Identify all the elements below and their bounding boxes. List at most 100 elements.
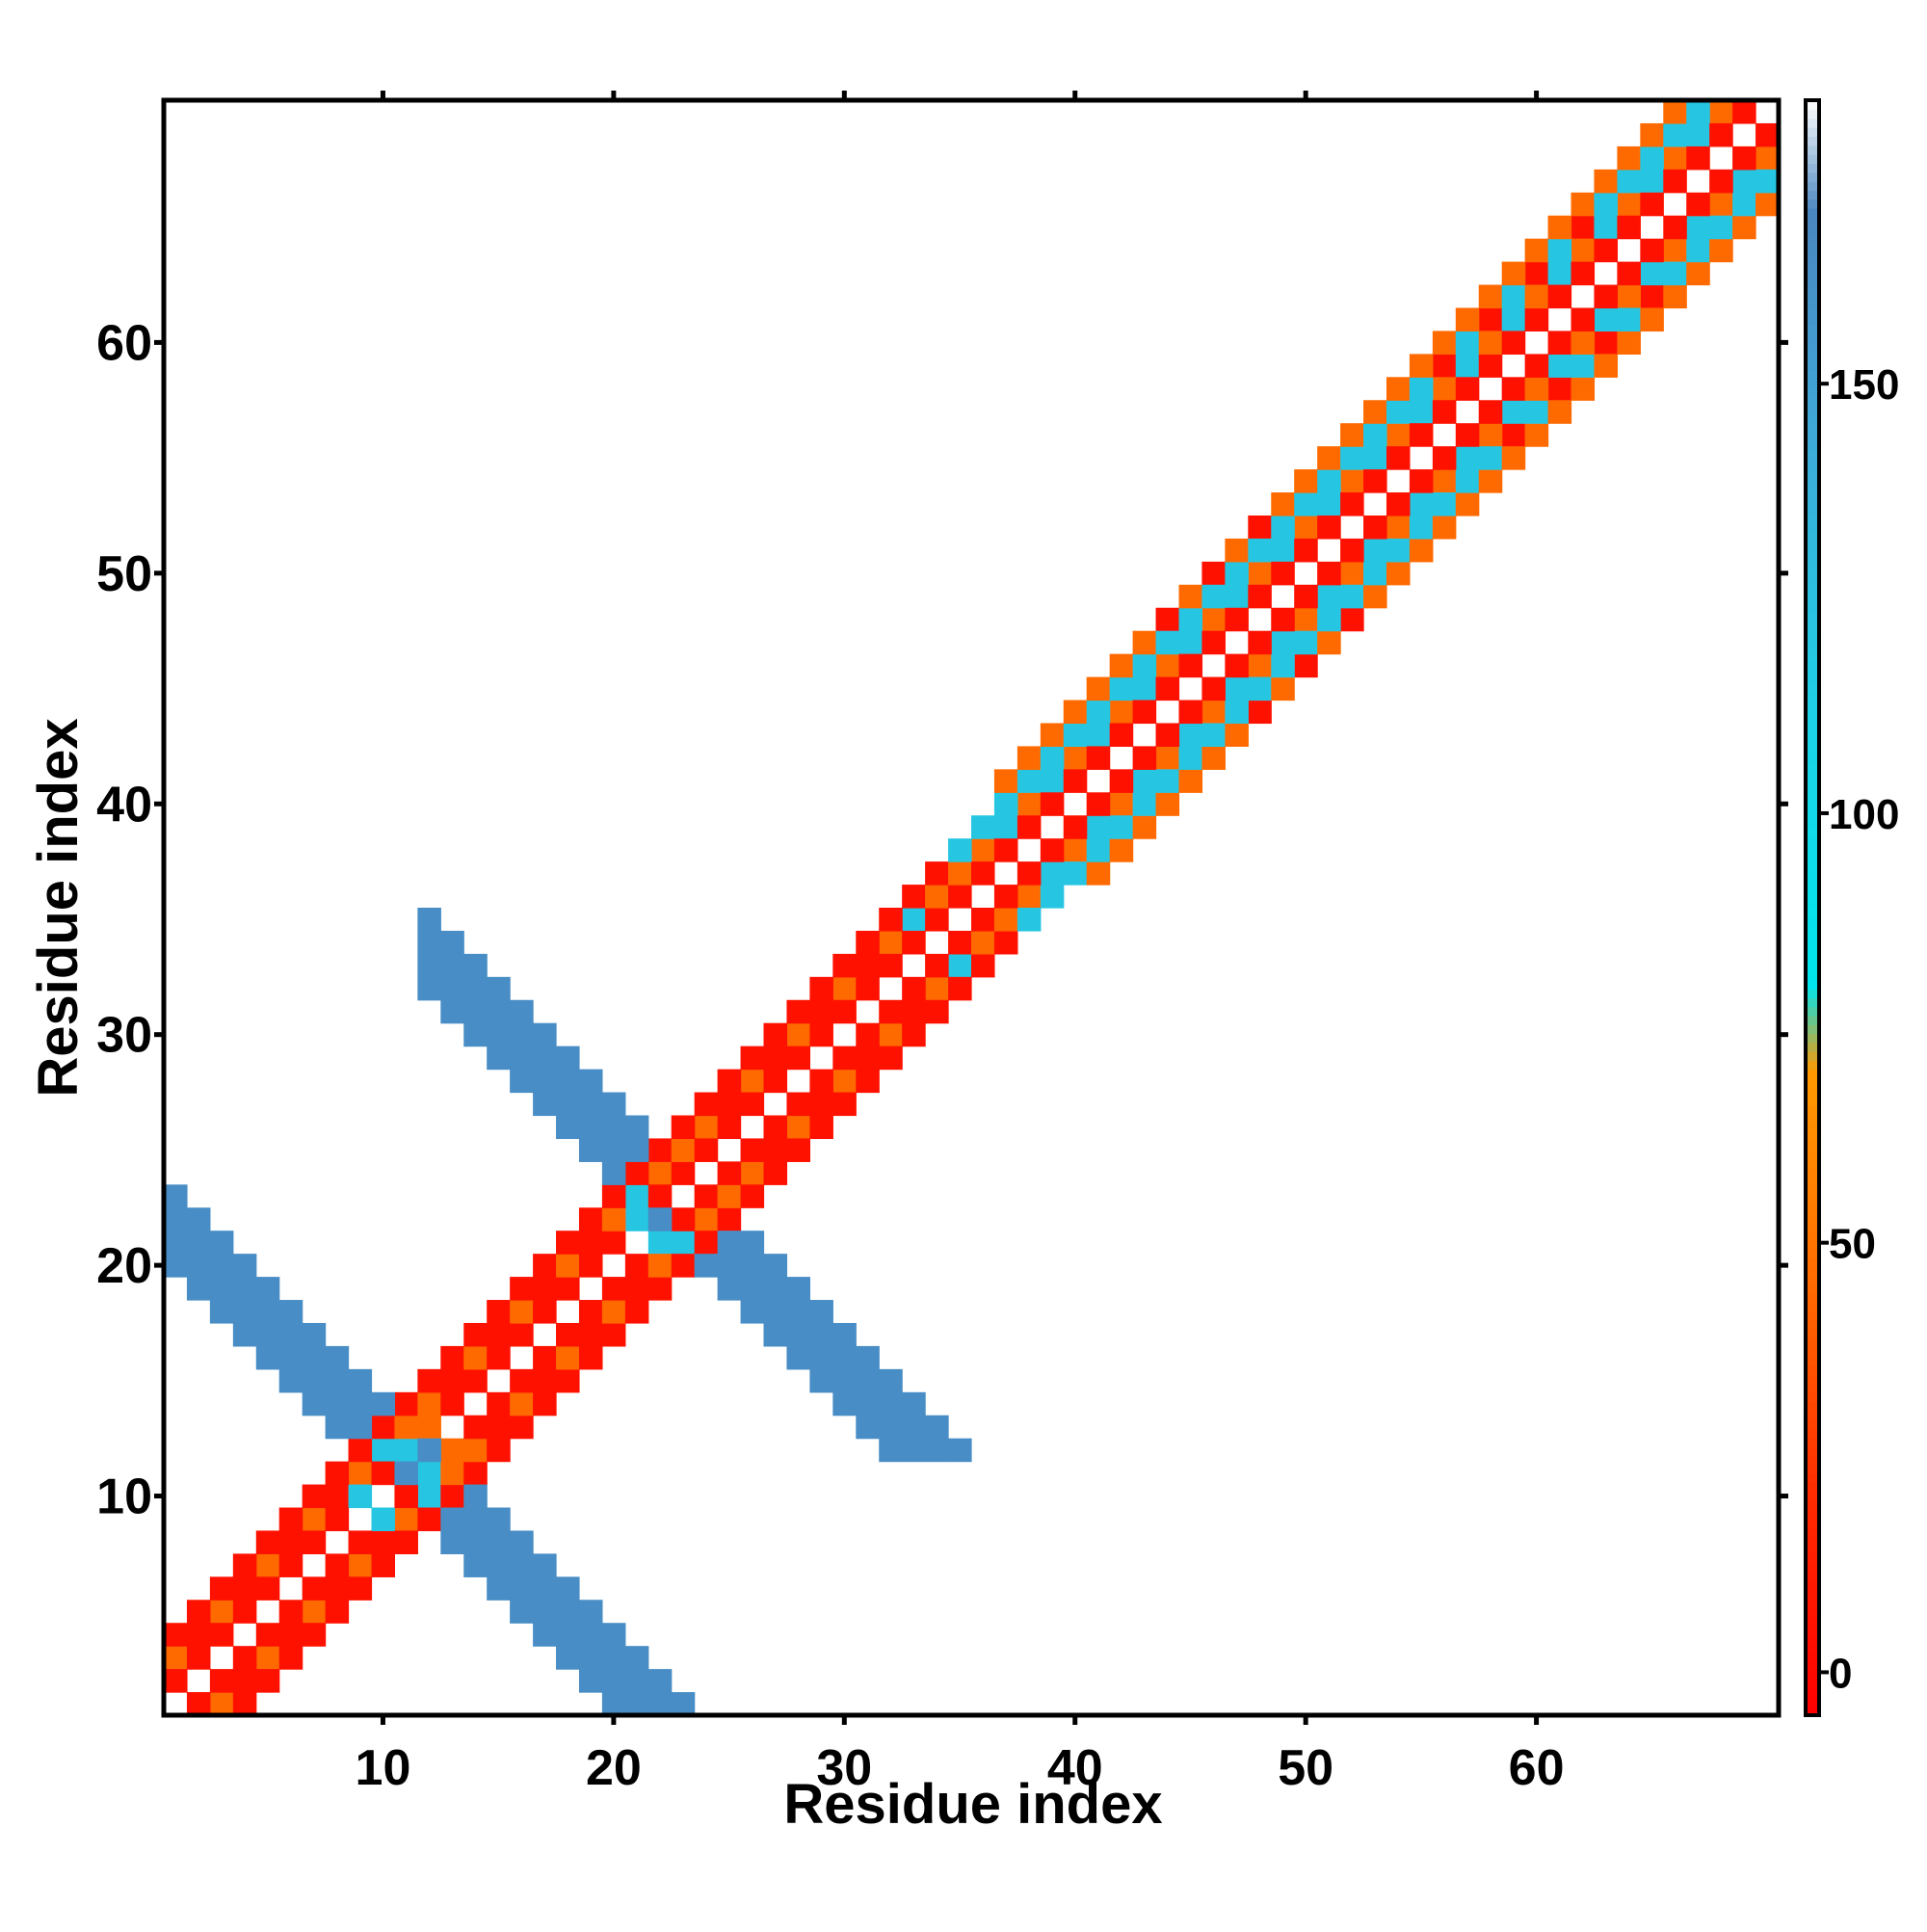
heatmap-cell	[325, 1553, 350, 1577]
heatmap-cell	[278, 1623, 304, 1647]
colorbar-segment	[1806, 540, 1819, 550]
heatmap-cell	[348, 1438, 373, 1463]
heatmap-cell	[186, 1646, 211, 1670]
colorbar-segment	[1806, 1060, 1819, 1071]
heatmap-cell	[948, 1438, 972, 1463]
y-tick-label: 50	[96, 546, 152, 602]
colorbar-segment	[1806, 477, 1819, 488]
colorbar-segment	[1806, 279, 1819, 290]
heatmap-cell	[186, 1231, 211, 1255]
heatmap-cell	[717, 1161, 742, 1185]
x-tick-label: 30	[816, 1740, 872, 1796]
heatmap-cell	[533, 1022, 557, 1047]
heatmap-cell	[302, 1600, 327, 1624]
heatmap-cell	[624, 1138, 649, 1162]
heatmap-cell	[624, 1207, 649, 1231]
colorbar-segment	[1806, 656, 1819, 667]
heatmap-cell	[925, 999, 949, 1024]
colorbar-segment	[1806, 315, 1819, 326]
colorbar-segment	[1806, 692, 1819, 702]
heatmap-cell	[556, 1322, 580, 1347]
heatmap-cell	[325, 1391, 350, 1416]
heatmap-cell	[809, 1022, 833, 1047]
heatmap-cell	[832, 1368, 857, 1393]
heatmap-cell	[1594, 192, 1618, 217]
heatmap-cell	[209, 1277, 234, 1301]
heatmap-cell	[348, 1368, 373, 1393]
heatmap-cell	[1086, 861, 1111, 886]
heatmap-cell	[1225, 723, 1249, 747]
heatmap-cell	[1109, 815, 1134, 839]
colorbar-segment	[1806, 1266, 1819, 1277]
colorbar-segment	[1806, 647, 1819, 658]
colorbar-segment	[1806, 908, 1819, 918]
heatmap-cell	[578, 1322, 603, 1347]
heatmap-cell	[1271, 561, 1295, 586]
heatmap-cell	[1386, 377, 1411, 401]
colorbar-segment	[1806, 584, 1819, 595]
heatmap-cell	[1524, 400, 1549, 424]
heatmap-cell	[1178, 653, 1203, 678]
heatmap-cell	[533, 1576, 557, 1601]
colorbar-segment	[1806, 513, 1819, 523]
heatmap-cell	[1178, 723, 1203, 747]
heatmap-cell	[1640, 261, 1664, 286]
heatmap-cell	[533, 1553, 557, 1577]
colorbar-segment	[1806, 530, 1819, 542]
heatmap-cell	[971, 815, 995, 839]
colorbar-segment	[1806, 405, 1819, 415]
heatmap-cell	[971, 838, 995, 862]
heatmap-cell	[1755, 146, 1780, 171]
heatmap-cell	[1663, 100, 1687, 124]
colorbar-segment	[1806, 306, 1819, 317]
heatmap-cell	[1040, 769, 1065, 793]
heatmap-cell	[832, 1069, 857, 1094]
colorbar-segment	[1806, 1374, 1819, 1385]
heatmap-cell	[232, 1692, 257, 1716]
heatmap-cell	[1755, 169, 1780, 194]
heatmap-cell	[510, 1277, 534, 1301]
colorbar-segment	[1806, 1077, 1819, 1089]
colorbar-segment	[1806, 1231, 1819, 1241]
colorbar-segment	[1806, 1391, 1819, 1402]
heatmap-cell	[487, 1415, 511, 1440]
heatmap-cell	[786, 1277, 810, 1301]
heatmap-cell	[1317, 492, 1341, 516]
colorbar-segment	[1806, 351, 1819, 361]
colorbar-segment	[1806, 1670, 1819, 1681]
heatmap-cell	[1663, 261, 1687, 286]
heatmap-cell	[1594, 354, 1618, 378]
heatmap-cell	[487, 1438, 511, 1463]
heatmap-cell	[740, 1184, 765, 1208]
heatmap-cell	[533, 1092, 557, 1117]
heatmap-cell	[1225, 538, 1249, 563]
heatmap-cell	[1040, 861, 1065, 886]
heatmap-cell	[164, 1646, 188, 1670]
heatmap-cell	[1501, 331, 1526, 355]
heatmap-cell	[1547, 261, 1572, 286]
colorbar-segment	[1806, 862, 1819, 873]
heatmap-cell	[1363, 446, 1387, 470]
heatmap-cell	[902, 1022, 926, 1047]
heatmap-cell	[371, 1530, 396, 1554]
colorbar-tick-label: 150	[1829, 361, 1899, 409]
heatmap-cell	[255, 1553, 280, 1577]
colorbar-segment	[1806, 746, 1819, 756]
heatmap-cell	[1409, 354, 1434, 378]
y-tick-label: 60	[96, 315, 152, 371]
colorbar-segment	[1806, 109, 1819, 119]
heatmap-cell	[809, 976, 833, 1001]
heatmap-cell	[879, 908, 903, 932]
colorbar-segment	[1806, 611, 1819, 622]
heatmap-cell	[993, 838, 1018, 862]
heatmap-cell	[463, 953, 488, 978]
heatmap-cell	[809, 1345, 833, 1370]
heatmap-cell	[1432, 492, 1457, 516]
heatmap-cell	[1225, 561, 1249, 586]
heatmap-cell	[463, 1553, 488, 1577]
heatmap-cell	[371, 1553, 396, 1577]
heatmap-cell	[255, 1669, 280, 1693]
heatmap-cell	[1478, 400, 1503, 424]
heatmap-cell	[463, 1345, 488, 1370]
